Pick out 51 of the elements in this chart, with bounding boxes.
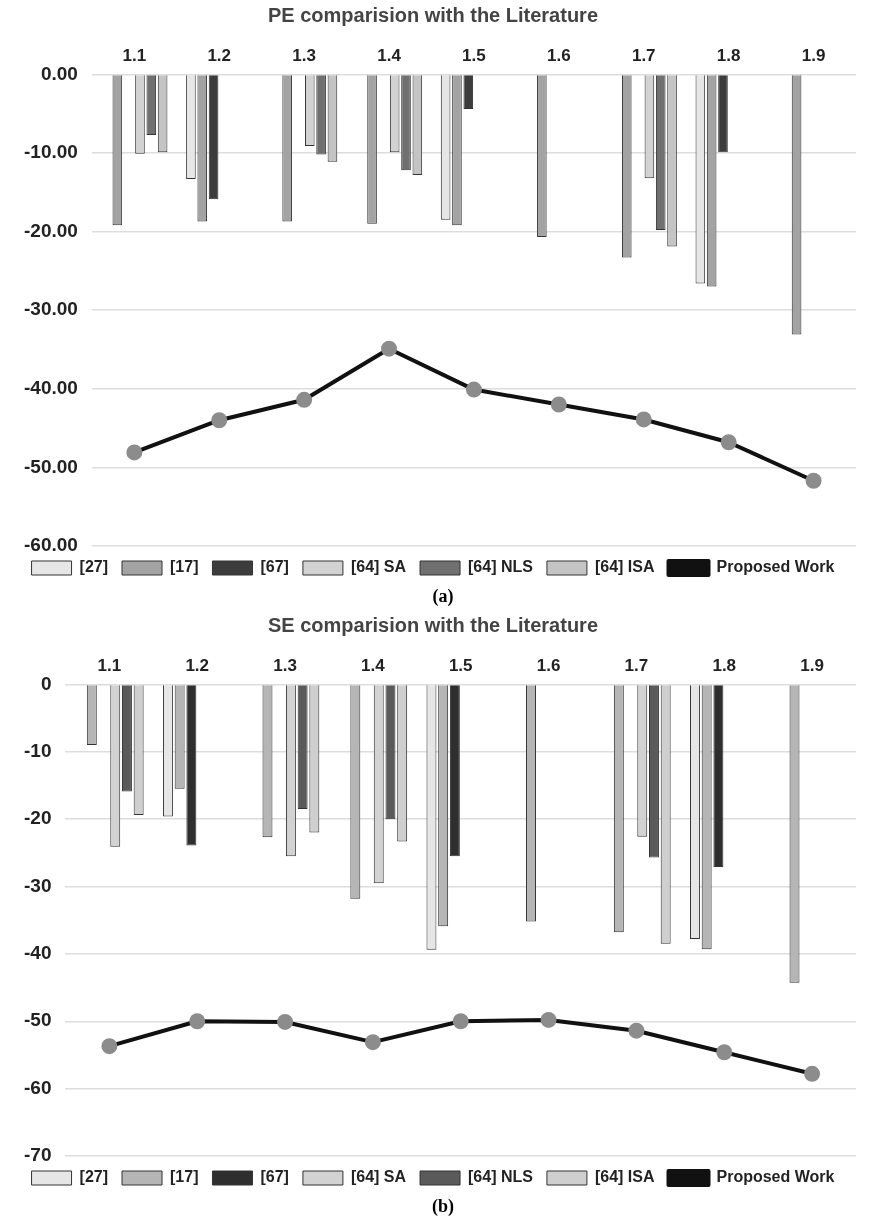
x-tick-label: 1.9 <box>801 45 826 65</box>
x-tick-label: 1.8 <box>712 655 737 675</box>
y-tick-label: -30.00 <box>24 298 78 320</box>
y-tick-label: -30 <box>23 874 52 896</box>
legend-label: [64] NLS <box>468 558 534 576</box>
x-tick-label: 1.8 <box>716 45 741 65</box>
legend-label: [67] <box>260 1168 289 1186</box>
y-tick-label: -10 <box>23 740 52 762</box>
x-tick-label: 1.2 <box>207 45 232 65</box>
x-tick-label: 1.6 <box>547 45 571 65</box>
x-tick-label: 1.6 <box>536 655 561 675</box>
y-tick-label: -40 <box>23 942 52 964</box>
legend-label: [64] ISA <box>594 1168 655 1186</box>
text: (a) <box>431 586 455 608</box>
x-tick-label: 1.7 <box>631 45 656 65</box>
legend-label: [64] NLS <box>468 1168 534 1186</box>
legend-label: [64] ISA <box>594 558 655 576</box>
x-tick-label: 1.5 <box>462 45 486 65</box>
text: (b) <box>431 1196 455 1218</box>
chart-title: PE comparision with the Literature <box>267 3 599 26</box>
x-tick-label: 1.4 <box>377 45 402 65</box>
legend-label: Proposed Work <box>716 558 835 576</box>
y-tick-label: 0 <box>40 672 52 694</box>
y-tick-label: -70 <box>23 1144 52 1166</box>
y-tick-label: -10.00 <box>24 141 78 163</box>
y-tick-label: -40.00 <box>24 377 78 399</box>
legend-label: [27] <box>79 1168 108 1186</box>
legend-label: [67] <box>260 558 289 576</box>
legend-label: [64] SA <box>350 558 407 576</box>
x-tick-label: 1.9 <box>800 655 824 675</box>
y-tick-label: -50 <box>23 1009 52 1031</box>
x-tick-label: 1.7 <box>624 655 649 675</box>
legend-label: [17] <box>170 1168 199 1186</box>
chart-title: SE comparision with the Literature <box>267 613 599 636</box>
legend-label: [17] <box>170 558 199 576</box>
y-tick-label: -20 <box>23 807 52 829</box>
y-tick-label: -20.00 <box>24 219 78 241</box>
legend-label: Proposed Work <box>716 1168 835 1186</box>
x-tick-label: 1.3 <box>292 45 316 65</box>
x-tick-label: 1.4 <box>361 655 386 675</box>
y-tick-label: -60.00 <box>24 534 78 556</box>
y-tick-label: -60 <box>23 1076 52 1098</box>
x-tick-label: 1.3 <box>273 655 297 675</box>
x-tick-label: 1.5 <box>448 655 473 675</box>
y-tick-label: 0.00 <box>40 62 78 84</box>
legend-label: [27] <box>79 558 108 576</box>
x-tick-label: 1.1 <box>97 655 122 675</box>
legend-label: [64] SA <box>350 1168 407 1186</box>
x-tick-label: 1.1 <box>122 45 147 65</box>
x-tick-label: 1.2 <box>185 655 210 675</box>
y-tick-label: -50.00 <box>24 455 78 477</box>
